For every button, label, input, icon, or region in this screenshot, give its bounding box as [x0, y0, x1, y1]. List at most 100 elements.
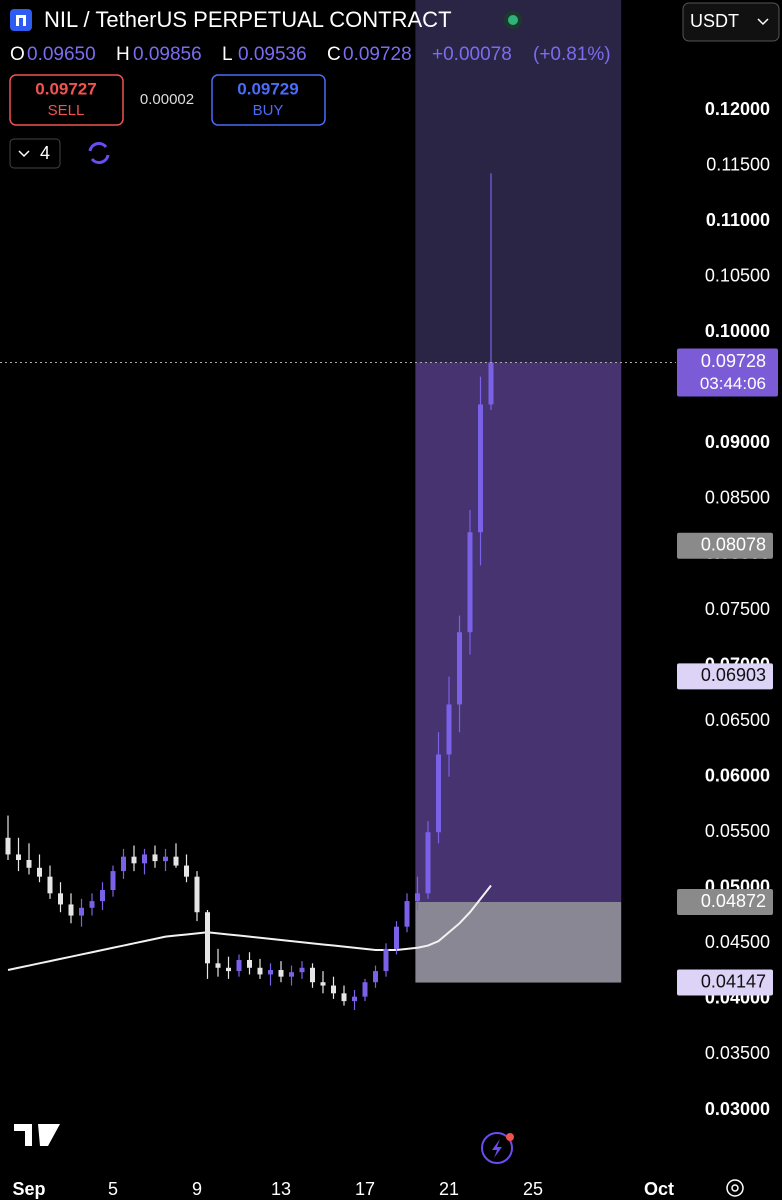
ohlc-key: H — [116, 44, 130, 65]
indicator-chevron — [18, 150, 30, 158]
y-tick-label: 0.06000 — [705, 765, 770, 785]
candle-body — [310, 967, 315, 983]
candle-body — [131, 856, 137, 864]
x-tick-label: Sep — [12, 1179, 45, 1199]
x-tick-label: 13 — [271, 1179, 291, 1199]
candle-body — [268, 970, 273, 975]
buy-button[interactable] — [211, 74, 326, 126]
x-tick-label: Oct — [644, 1179, 674, 1199]
candle-body — [142, 854, 147, 864]
indicator-toggle[interactable] — [9, 138, 61, 169]
logo-icon — [10, 9, 32, 31]
y-tick-label: 0.06500 — [705, 710, 770, 730]
candle-body — [152, 854, 158, 862]
candle-body — [415, 893, 420, 902]
last-price-label: 0.09728 — [701, 351, 766, 371]
candle-body — [5, 837, 11, 855]
sell-label[interactable]: SELL — [48, 102, 85, 119]
lightning-icon — [492, 1139, 502, 1158]
logo-glyph — [16, 15, 26, 26]
price-label-box — [677, 969, 773, 996]
candle-body — [446, 704, 452, 755]
buy-label[interactable]: BUY — [253, 102, 284, 119]
y-tick-label: 0.11000 — [706, 210, 770, 230]
candle-body — [184, 865, 189, 877]
title: NIL / TetherUS PERPETUAL CONTRACT — [44, 7, 452, 32]
change-pct: (+0.81%) — [533, 44, 611, 65]
moving-average — [7, 884, 492, 971]
candle-body — [299, 967, 305, 973]
candle-body — [394, 926, 399, 949]
candle-body — [247, 960, 252, 968]
price-label: 0.04147 — [701, 971, 766, 991]
ohlc-key: O — [10, 44, 25, 65]
ui-layer: NIL / TetherUS PERPETUAL CONTRACT USDT O… — [9, 2, 780, 1197]
ohlc-value: 0.09650 — [27, 44, 96, 65]
spread: 0.00002 — [140, 91, 194, 108]
candle-body — [68, 904, 74, 916]
candle-body — [121, 856, 126, 872]
candle-body — [215, 963, 221, 968]
indicator-count[interactable]: 4 — [40, 143, 50, 163]
notification-dot — [506, 1133, 514, 1141]
price-label: 0.08078 — [701, 535, 766, 555]
currency-label[interactable]: USDT — [690, 11, 739, 31]
y-tick-label: 0.05500 — [705, 821, 770, 841]
candle-body — [478, 404, 483, 533]
buy-price[interactable]: 0.09729 — [237, 79, 298, 98]
price-label-box — [677, 889, 773, 915]
change: +0.00078 — [432, 44, 512, 65]
x-tick-label: 21 — [439, 1179, 459, 1199]
y-tick-label: 0.08500 — [705, 488, 770, 508]
last-price-box — [677, 348, 778, 397]
candle-body — [58, 893, 63, 905]
sell-price[interactable]: 0.09727 — [35, 79, 96, 98]
status-dot — [508, 15, 518, 25]
candle-body — [362, 982, 368, 997]
ohlc-key: L — [222, 44, 233, 65]
settings-icon[interactable] — [726, 1179, 744, 1197]
lightning-button[interactable] — [481, 1132, 513, 1164]
ohlc-value: 0.09536 — [238, 44, 307, 65]
chevron — [757, 18, 769, 26]
ohlc-value: 0.09856 — [133, 44, 202, 65]
candle-body — [257, 967, 263, 975]
price-label-box — [677, 663, 773, 690]
tradingview-logo[interactable] — [14, 1124, 60, 1146]
candle-body — [79, 907, 84, 916]
candle-body — [194, 876, 200, 913]
candle-body — [16, 854, 21, 860]
currency-select[interactable] — [682, 2, 780, 42]
candle-body — [436, 754, 441, 833]
candle-body — [457, 632, 462, 705]
candle-body — [488, 362, 494, 405]
x-tick-label: 9 — [192, 1179, 202, 1199]
y-tick-label: 0.03500 — [705, 1043, 770, 1063]
refresh-icon[interactable] — [88, 142, 110, 164]
sell-button[interactable] — [9, 74, 124, 126]
ohlc-row: O 0.09650 H 0.09856 L 0.09536 C 0.09728 — [10, 44, 412, 65]
y-tick-label: 0.11500 — [706, 154, 770, 174]
y-tick-label: 0.03000 — [705, 1099, 770, 1119]
candle-body — [320, 982, 326, 986]
candle-body — [404, 901, 410, 927]
candle-body — [373, 971, 378, 983]
candle-body — [236, 960, 242, 972]
y-tick-label: 0.10000 — [705, 321, 770, 341]
candle-body — [289, 972, 294, 977]
candle-body — [226, 967, 231, 972]
y-tick-label: 0.07500 — [705, 599, 770, 619]
countdown: 03:44:06 — [700, 374, 766, 393]
candle-body — [467, 532, 473, 633]
candle-body — [100, 890, 105, 902]
tradingview-logo-dot — [40, 1124, 48, 1132]
settings-icon-core — [731, 1184, 739, 1192]
x-tick-label: 17 — [355, 1179, 375, 1199]
y-tick-label: 0.04500 — [705, 932, 770, 952]
y-tick-label: 0.10500 — [705, 265, 770, 285]
position-profit-zone — [415, 362, 622, 902]
